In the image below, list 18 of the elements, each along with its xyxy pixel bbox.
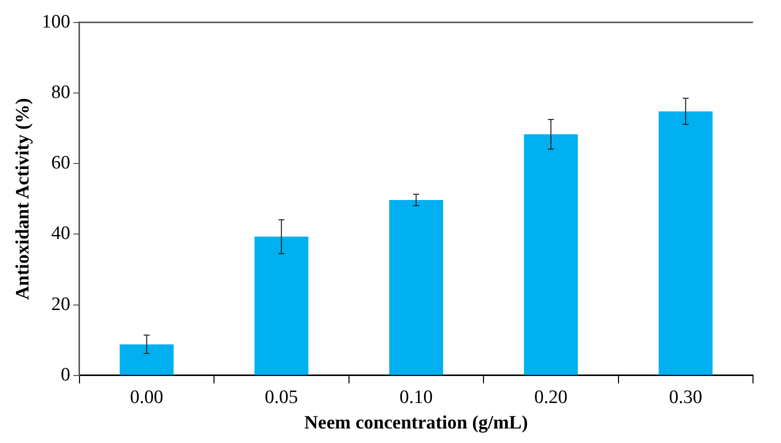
x-axis-title: Neem concentration (g/mL): [304, 412, 528, 434]
bar: [120, 344, 174, 375]
bar: [658, 111, 713, 375]
x-tick-label: 0.00: [130, 386, 164, 408]
x-tick-label: 0.30: [669, 386, 702, 408]
bar: [389, 200, 444, 375]
y-tick-label: 100: [42, 11, 70, 32]
x-tick-label: 0.05: [264, 386, 298, 408]
bar: [254, 236, 308, 375]
y-axis-title: Antioxidant Activity (%): [12, 98, 34, 300]
y-tick-label: 60: [51, 152, 70, 174]
x-tick-label: 0.10: [400, 386, 433, 408]
y-tick-label: 40: [51, 223, 70, 244]
y-tick-label: 80: [51, 82, 70, 103]
x-tick-label: 0.20: [534, 386, 568, 408]
y-tick-label: 0: [60, 364, 70, 386]
bar: [524, 134, 578, 375]
y-tick-label: 20: [51, 294, 70, 315]
